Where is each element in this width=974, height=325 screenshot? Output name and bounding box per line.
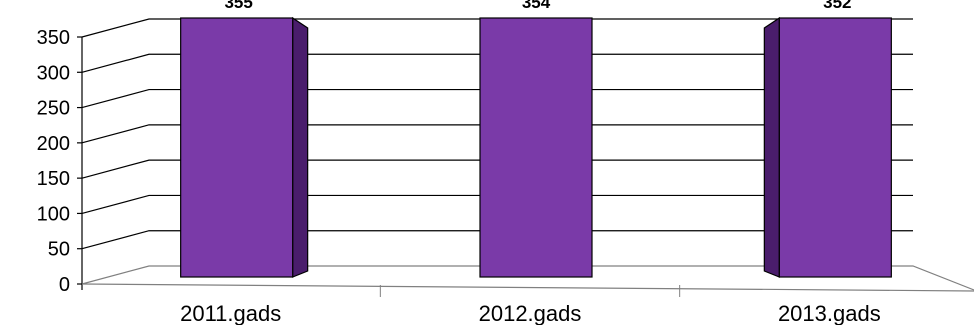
y-tick-label: 350 [37,27,70,49]
gridline [81,230,913,250]
gridlines [81,18,974,291]
data-label: 355 [224,0,252,12]
labels: 0 50 100 150 200 250 300 350 355 2011.gads 354 2012… [37,0,881,325]
y-tick-label: 200 [37,133,70,155]
data-label: 354 [522,0,551,12]
bars [180,16,892,278]
bar [479,17,593,278]
y-tick-label: 50 [48,239,70,261]
y-tick-label: 100 [37,203,70,225]
x-tick-label: 2012.gads [479,301,582,325]
bar-side [763,16,780,278]
x-axis [81,283,974,292]
gridline [81,159,913,179]
bar [180,17,294,278]
y-tick-label: 0 [59,274,70,296]
gridline [81,194,913,215]
gridline [81,18,913,38]
axes [77,36,974,297]
y-tick-label: 250 [37,98,70,120]
bar [778,17,892,278]
gridline [81,124,913,144]
data-label: 352 [823,0,851,12]
y-tick-label: 300 [37,62,70,84]
x-tick-label: 2011.gads [180,301,281,325]
x-tick-label: 2013.gads [778,301,881,325]
bar-side [292,16,309,278]
gridline [81,53,913,73]
gridline [81,88,913,109]
y-tick-label: 150 [37,168,70,190]
